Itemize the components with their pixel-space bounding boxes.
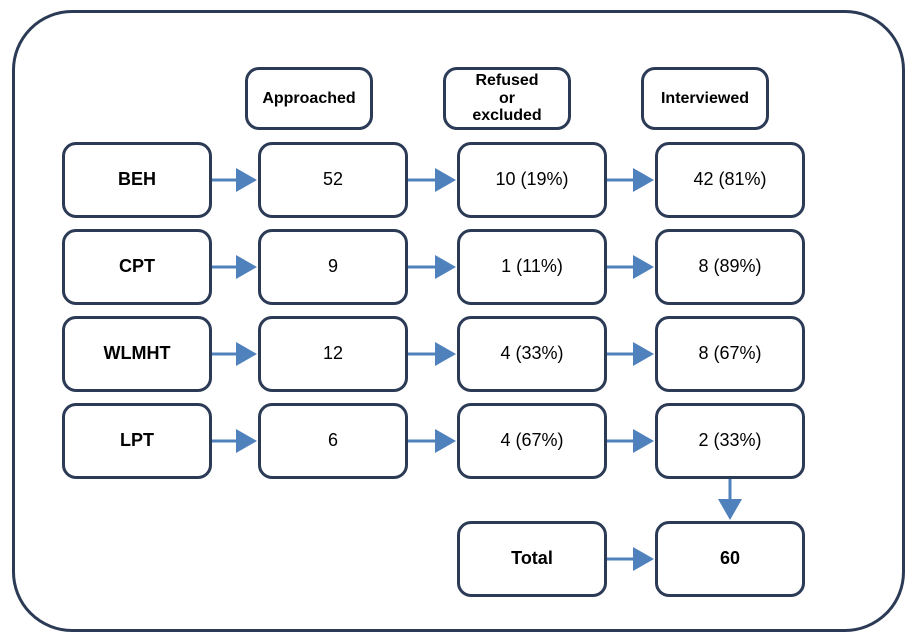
cell: 42 (81%) (655, 142, 805, 218)
row-label: BEH (62, 142, 212, 218)
cell: 4 (67%) (457, 403, 607, 479)
cell: 1 (11%) (457, 229, 607, 305)
total-value: 60 (655, 521, 805, 597)
cell: 12 (258, 316, 408, 392)
cell: 8 (89%) (655, 229, 805, 305)
total-label: Total (457, 521, 607, 597)
cell: 4 (33%) (457, 316, 607, 392)
cell: 9 (258, 229, 408, 305)
cell: 52 (258, 142, 408, 218)
row-label: WLMHT (62, 316, 212, 392)
row-label: CPT (62, 229, 212, 305)
column-header: Refused or excluded (443, 67, 571, 130)
cell: 10 (19%) (457, 142, 607, 218)
cell: 8 (67%) (655, 316, 805, 392)
outer-frame (12, 10, 905, 632)
row-label: LPT (62, 403, 212, 479)
column-header: Approached (245, 67, 373, 130)
cell: 6 (258, 403, 408, 479)
cell: 2 (33%) (655, 403, 805, 479)
column-header: Interviewed (641, 67, 769, 130)
